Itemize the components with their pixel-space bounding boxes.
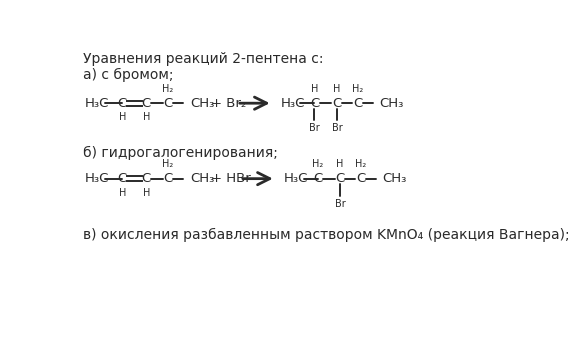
Text: CH₃: CH₃	[383, 172, 407, 185]
Text: б) гидрогалогенирования;: б) гидрогалогенирования;	[83, 146, 278, 160]
Text: H₂: H₂	[162, 84, 174, 94]
Text: C: C	[141, 97, 151, 110]
Text: H: H	[143, 188, 150, 198]
Text: H: H	[143, 112, 150, 122]
Text: H: H	[119, 112, 126, 122]
Text: C: C	[163, 172, 173, 185]
Text: H₃C: H₃C	[85, 172, 109, 185]
Text: C: C	[335, 172, 345, 185]
Text: в) окисления разбавленным раствором KMnO₄ (реакция Вагнера);: в) окисления разбавленным раствором KMnO…	[83, 228, 569, 242]
Text: C: C	[313, 172, 322, 185]
Text: C: C	[332, 97, 342, 110]
Text: + HBr: + HBr	[211, 172, 250, 185]
Text: Уравнения реакций 2-пентена с:: Уравнения реакций 2-пентена с:	[83, 52, 323, 66]
Text: CH₃: CH₃	[190, 97, 215, 110]
Text: C: C	[356, 172, 366, 185]
Text: Br: Br	[309, 123, 320, 133]
Text: CH₃: CH₃	[380, 97, 404, 110]
Text: Br: Br	[335, 199, 345, 209]
Text: C: C	[117, 172, 127, 185]
Text: H₃C: H₃C	[281, 97, 305, 110]
Text: H₂: H₂	[352, 84, 363, 94]
Text: H: H	[333, 84, 340, 94]
Text: Br: Br	[332, 123, 342, 133]
Text: H: H	[336, 160, 343, 169]
Text: H: H	[119, 188, 126, 198]
Text: H₃C: H₃C	[85, 97, 109, 110]
Text: H₃C: H₃C	[284, 172, 308, 185]
Text: C: C	[310, 97, 319, 110]
Text: H: H	[311, 84, 318, 94]
Text: H₂: H₂	[355, 160, 366, 169]
Text: а) с бромом;: а) с бромом;	[83, 68, 173, 82]
Text: C: C	[353, 97, 362, 110]
Text: + Br₂: + Br₂	[211, 97, 246, 110]
Text: C: C	[141, 172, 151, 185]
Text: CH₃: CH₃	[190, 172, 215, 185]
Text: C: C	[117, 97, 127, 110]
Text: H₂: H₂	[162, 160, 174, 169]
Text: C: C	[163, 97, 173, 110]
Text: H₂: H₂	[312, 160, 323, 169]
